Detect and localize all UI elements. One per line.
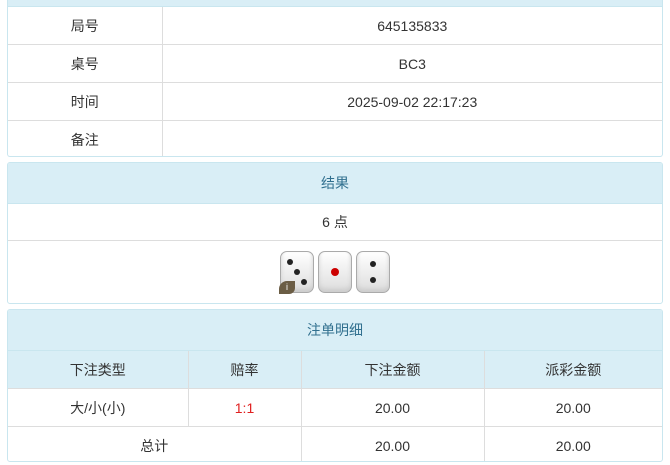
die-2-icon (356, 250, 390, 293)
value: BC3 (161, 44, 662, 83)
info-table: 局号 645135833 桌号 BC3 时间 2025-09-02 22:17:23 … (8, 7, 662, 156)
bet-table: 下注类型 赔率 下注金额 派彩金额 大/小(小) 1:1 20.00 20.00… (8, 351, 662, 461)
value: 645135833 (161, 7, 662, 45)
bet-amount: 20.00 (300, 388, 485, 427)
die-3-icon: i (279, 250, 314, 294)
info-row-round: 局号 645135833 (8, 7, 662, 45)
bet-type: 大/小(小) (8, 388, 189, 427)
total-amount: 20.00 (300, 426, 485, 461)
value: 2025-09-02 22:17:23 (161, 82, 662, 121)
info-row-note: 备注 (8, 120, 662, 156)
table-row: 大/小(小) 1:1 20.00 20.00 (8, 388, 662, 427)
label: 备注 (8, 120, 163, 156)
dice-row: i (8, 241, 662, 302)
info-badge[interactable]: i (279, 280, 295, 294)
bet-title: 注单明细 (8, 310, 662, 351)
bet-header-row: 下注类型 赔率 下注金额 派彩金额 (8, 351, 662, 389)
label: 桌号 (8, 44, 163, 83)
die-1-icon (318, 250, 352, 293)
label: 时间 (8, 82, 163, 121)
bet-payout: 20.00 (483, 388, 662, 427)
result-points: 6 点 (8, 204, 662, 241)
col-amount: 下注金额 (300, 351, 485, 389)
info-row-time: 时间 2025-09-02 22:17:23 (8, 82, 662, 121)
result-title: 结果 (8, 163, 662, 204)
col-type: 下注类型 (8, 351, 189, 389)
value (161, 120, 662, 156)
result-panel: 结果 6 点 i (7, 162, 663, 304)
bet-odds: 1:1 (187, 388, 302, 427)
info-row-table: 桌号 BC3 (8, 44, 662, 83)
total-row: 总计 20.00 20.00 (8, 426, 662, 461)
col-payout: 派彩金额 (483, 351, 662, 389)
total-payout: 20.00 (483, 426, 662, 461)
label: 局号 (8, 7, 163, 45)
bet-panel: 注单明细 下注类型 赔率 下注金额 派彩金额 大/小(小) 1:1 20.00 … (7, 309, 663, 462)
info-panel: 局号 645135833 桌号 BC3 时间 2025-09-02 22:17:23 … (7, 0, 663, 157)
total-label: 总计 (8, 426, 302, 461)
col-odds: 赔率 (187, 351, 302, 389)
